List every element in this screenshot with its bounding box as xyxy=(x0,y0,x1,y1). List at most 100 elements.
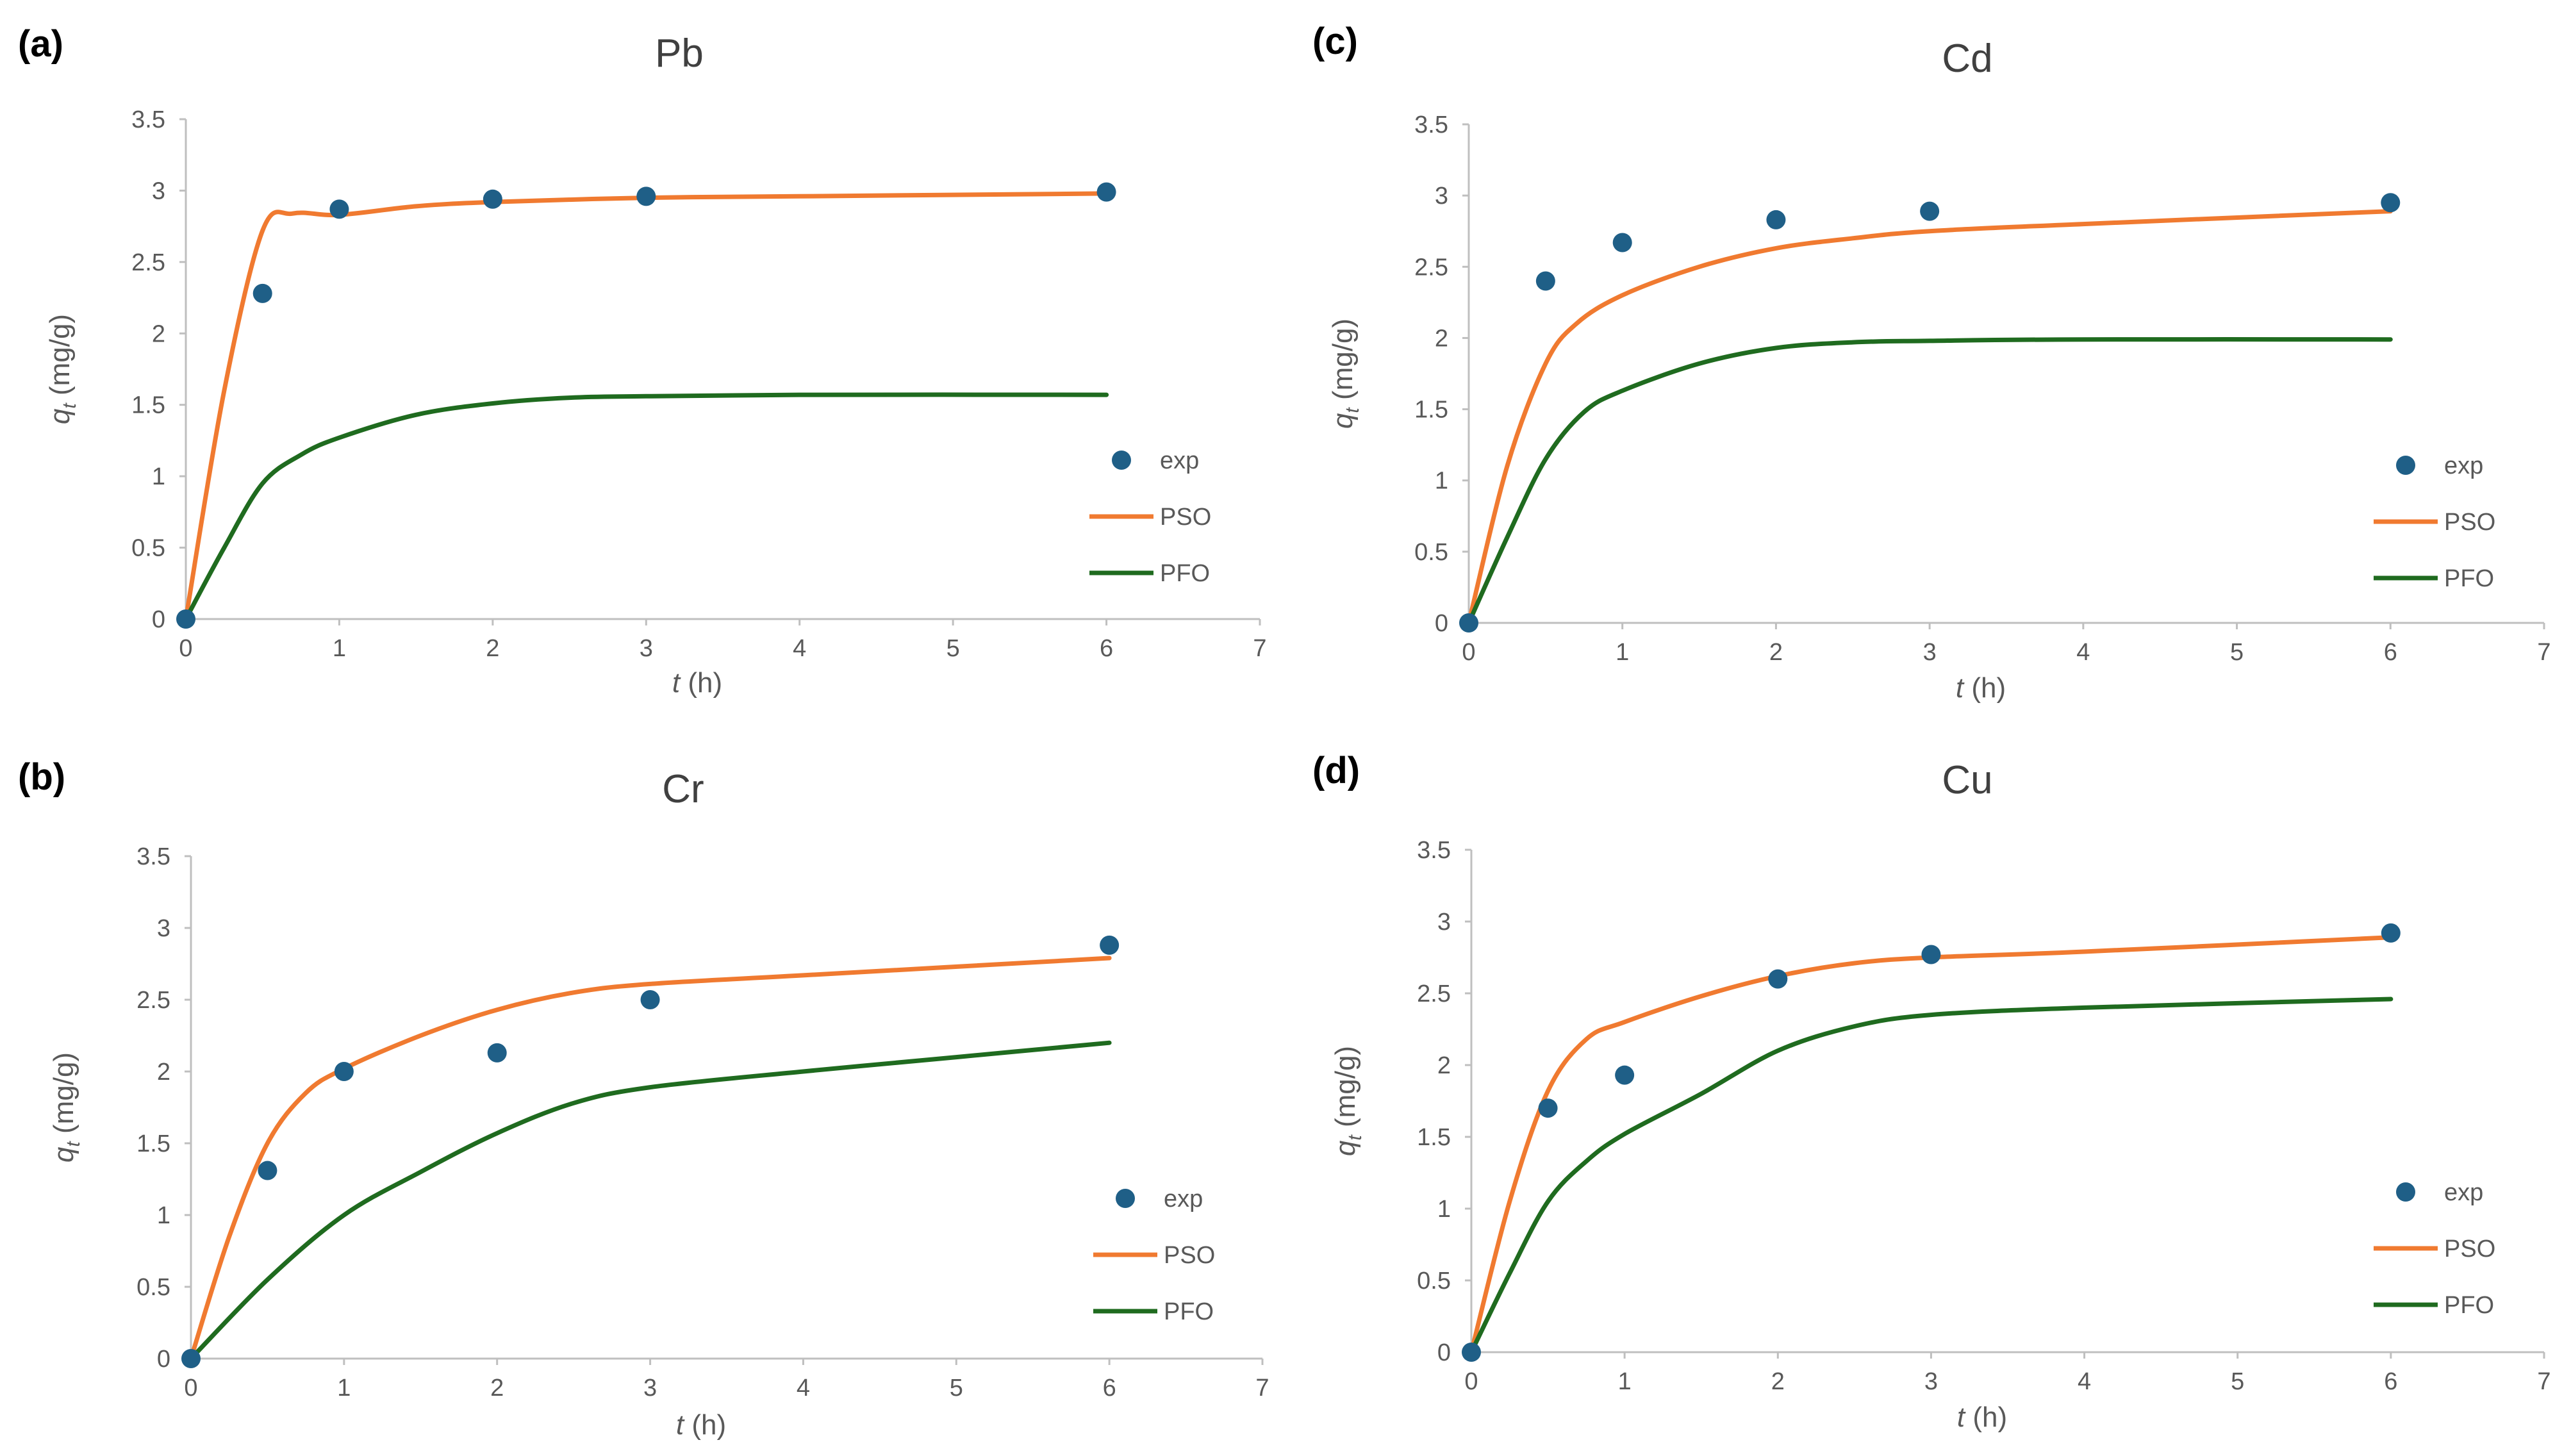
chart-title: Cu xyxy=(1942,758,1992,802)
data-point-exp xyxy=(258,1161,277,1180)
data-point-exp xyxy=(487,1043,507,1063)
x-tick-label: 0 xyxy=(1464,1368,1478,1395)
data-point-exp xyxy=(1535,271,1555,291)
data-point-exp xyxy=(1538,1098,1558,1118)
data-point-exp xyxy=(1921,945,1941,964)
y-tick-label: 2 xyxy=(1437,1052,1451,1079)
x-tick-label: 2 xyxy=(486,635,499,662)
y-tick-label: 3 xyxy=(1437,909,1451,936)
y-tick-label: 2.5 xyxy=(1417,980,1451,1007)
y-tick-label: 3 xyxy=(1435,183,1448,210)
data-point-exp xyxy=(1459,613,1478,633)
y-tick-label: 2 xyxy=(152,320,165,347)
series-line-pso xyxy=(183,191,1109,622)
x-axis-label: t (h) xyxy=(676,1409,726,1441)
legend-label-pfo: PFO xyxy=(2444,565,2494,592)
x-tick-label: 6 xyxy=(1100,635,1113,662)
x-axis-unit: (h) xyxy=(1965,1402,2007,1433)
x-tick-label: 5 xyxy=(947,635,960,662)
legend-marker-exp xyxy=(1116,1189,1135,1208)
chart-panel-cu: (d) Cu0 1 2 3 4 5 6 700.511.522.533.5t (h)qt (mg… xyxy=(1312,750,2551,1433)
y-tick-label: 1 xyxy=(152,463,165,490)
legend-marker-exp xyxy=(1112,451,1131,470)
x-axis-label: t (h) xyxy=(672,667,722,699)
y-tick-label: 3 xyxy=(152,178,165,204)
y-tick-label: 2 xyxy=(1435,325,1448,352)
x-tick-label: 7 xyxy=(1253,635,1266,662)
y-tick-label: 0.5 xyxy=(131,535,165,562)
y-axis-unit: (mg/g) xyxy=(1327,318,1359,408)
legend-label-pso: PSO xyxy=(2444,509,2495,536)
data-point-exp xyxy=(1768,969,1788,989)
data-point-exp xyxy=(181,1349,201,1368)
chart-title: Pb xyxy=(655,31,704,76)
legend-label-exp: exp xyxy=(2444,1179,2483,1206)
panel-label: (d) xyxy=(1312,750,1360,791)
x-tick-label: 7 xyxy=(1255,1375,1269,1402)
x-tick-label: 0 xyxy=(179,635,192,662)
data-point-exp xyxy=(1096,182,1116,202)
x-tick-label: 4 xyxy=(793,635,806,662)
legend-label-exp: exp xyxy=(1160,447,1199,474)
x-tick-label: 0 xyxy=(1462,639,1475,666)
x-axis-label: t (h) xyxy=(1956,672,2006,704)
chart-panel-cd: (c) Cd0 1 2 3 4 5 6 700.511.522.533.5t (h)qt (mg… xyxy=(1312,21,2551,704)
legend-label-pfo: PFO xyxy=(1160,560,1210,587)
series-line-pso xyxy=(188,956,1112,1361)
x-tick-label: 3 xyxy=(1923,639,1937,666)
x-tick-label: 6 xyxy=(1103,1375,1116,1402)
data-point-exp xyxy=(636,186,656,206)
data-point-exp xyxy=(2381,193,2401,213)
x-tick-label: 1 xyxy=(1618,1368,1632,1395)
x-axis-label: t (h) xyxy=(1957,1402,2007,1433)
series-line-pfo xyxy=(1466,337,2393,625)
series-line-pfo xyxy=(183,392,1109,622)
y-axis-unit: (mg/g) xyxy=(48,1052,79,1141)
y-axis-variable: q xyxy=(44,408,76,424)
x-tick-label: 0 xyxy=(184,1375,197,1402)
chart-panel-pb: (a) Pb0 1 2 3 4 5 6 700.511.522.533.5t (h)qt (mg… xyxy=(18,23,1267,699)
y-axis-subscript: t xyxy=(59,402,80,409)
data-point-exp xyxy=(2381,923,2401,943)
y-axis-variable: q xyxy=(48,1146,79,1162)
y-tick-label: 0.5 xyxy=(136,1274,170,1301)
x-axis-variable: t xyxy=(1956,672,1965,704)
legend-label-pso: PSO xyxy=(1160,504,1211,531)
legend-marker-exp xyxy=(2396,456,2415,475)
y-tick-label: 1 xyxy=(157,1202,170,1229)
y-axis-unit: (mg/g) xyxy=(44,314,76,403)
data-point-exp xyxy=(1612,233,1632,252)
panel-label: (b) xyxy=(18,756,65,798)
legend-label-exp: exp xyxy=(2444,452,2483,479)
x-tick-label: 3 xyxy=(643,1375,657,1402)
x-tick-label: 1 xyxy=(1616,639,1629,666)
y-axis-subscript: t xyxy=(1342,407,1363,413)
legend-label-pfo: PFO xyxy=(2444,1292,2494,1319)
y-axis-subscript: t xyxy=(63,1141,84,1147)
series-line-pfo xyxy=(188,1040,1112,1361)
chart-panel-cr: (b) Cr0 1 2 3 4 5 6 700.511.522.533.5t (h)qt (mg… xyxy=(18,756,1269,1441)
y-axis-label: qt (mg/g) xyxy=(48,1052,84,1162)
y-tick-label: 0 xyxy=(157,1346,170,1373)
legend-label-exp: exp xyxy=(1164,1186,1203,1212)
series-line-pso xyxy=(1469,935,2393,1355)
x-tick-label: 2 xyxy=(1769,639,1783,666)
x-axis-variable: t xyxy=(1957,1402,1966,1433)
y-axis-label: qt (mg/g) xyxy=(44,314,80,424)
y-tick-label: 2.5 xyxy=(1414,254,1448,281)
y-tick-label: 1 xyxy=(1435,468,1448,495)
x-axis-unit: (h) xyxy=(684,1409,726,1441)
data-point-exp xyxy=(176,609,195,629)
series-line-pso xyxy=(1466,209,2393,625)
legend-label-pfo: PFO xyxy=(1164,1298,1214,1325)
x-tick-label: 3 xyxy=(640,635,653,662)
y-axis-subscript: t xyxy=(1344,1134,1366,1141)
data-point-exp xyxy=(1462,1343,1481,1362)
data-point-exp xyxy=(483,189,502,209)
y-axis-label: qt (mg/g) xyxy=(1327,318,1363,429)
data-point-exp xyxy=(1766,210,1786,229)
x-tick-label: 5 xyxy=(950,1375,963,1402)
x-tick-label: 4 xyxy=(797,1375,810,1402)
x-tick-label: 7 xyxy=(2537,1368,2550,1395)
x-tick-label: 2 xyxy=(490,1375,504,1402)
